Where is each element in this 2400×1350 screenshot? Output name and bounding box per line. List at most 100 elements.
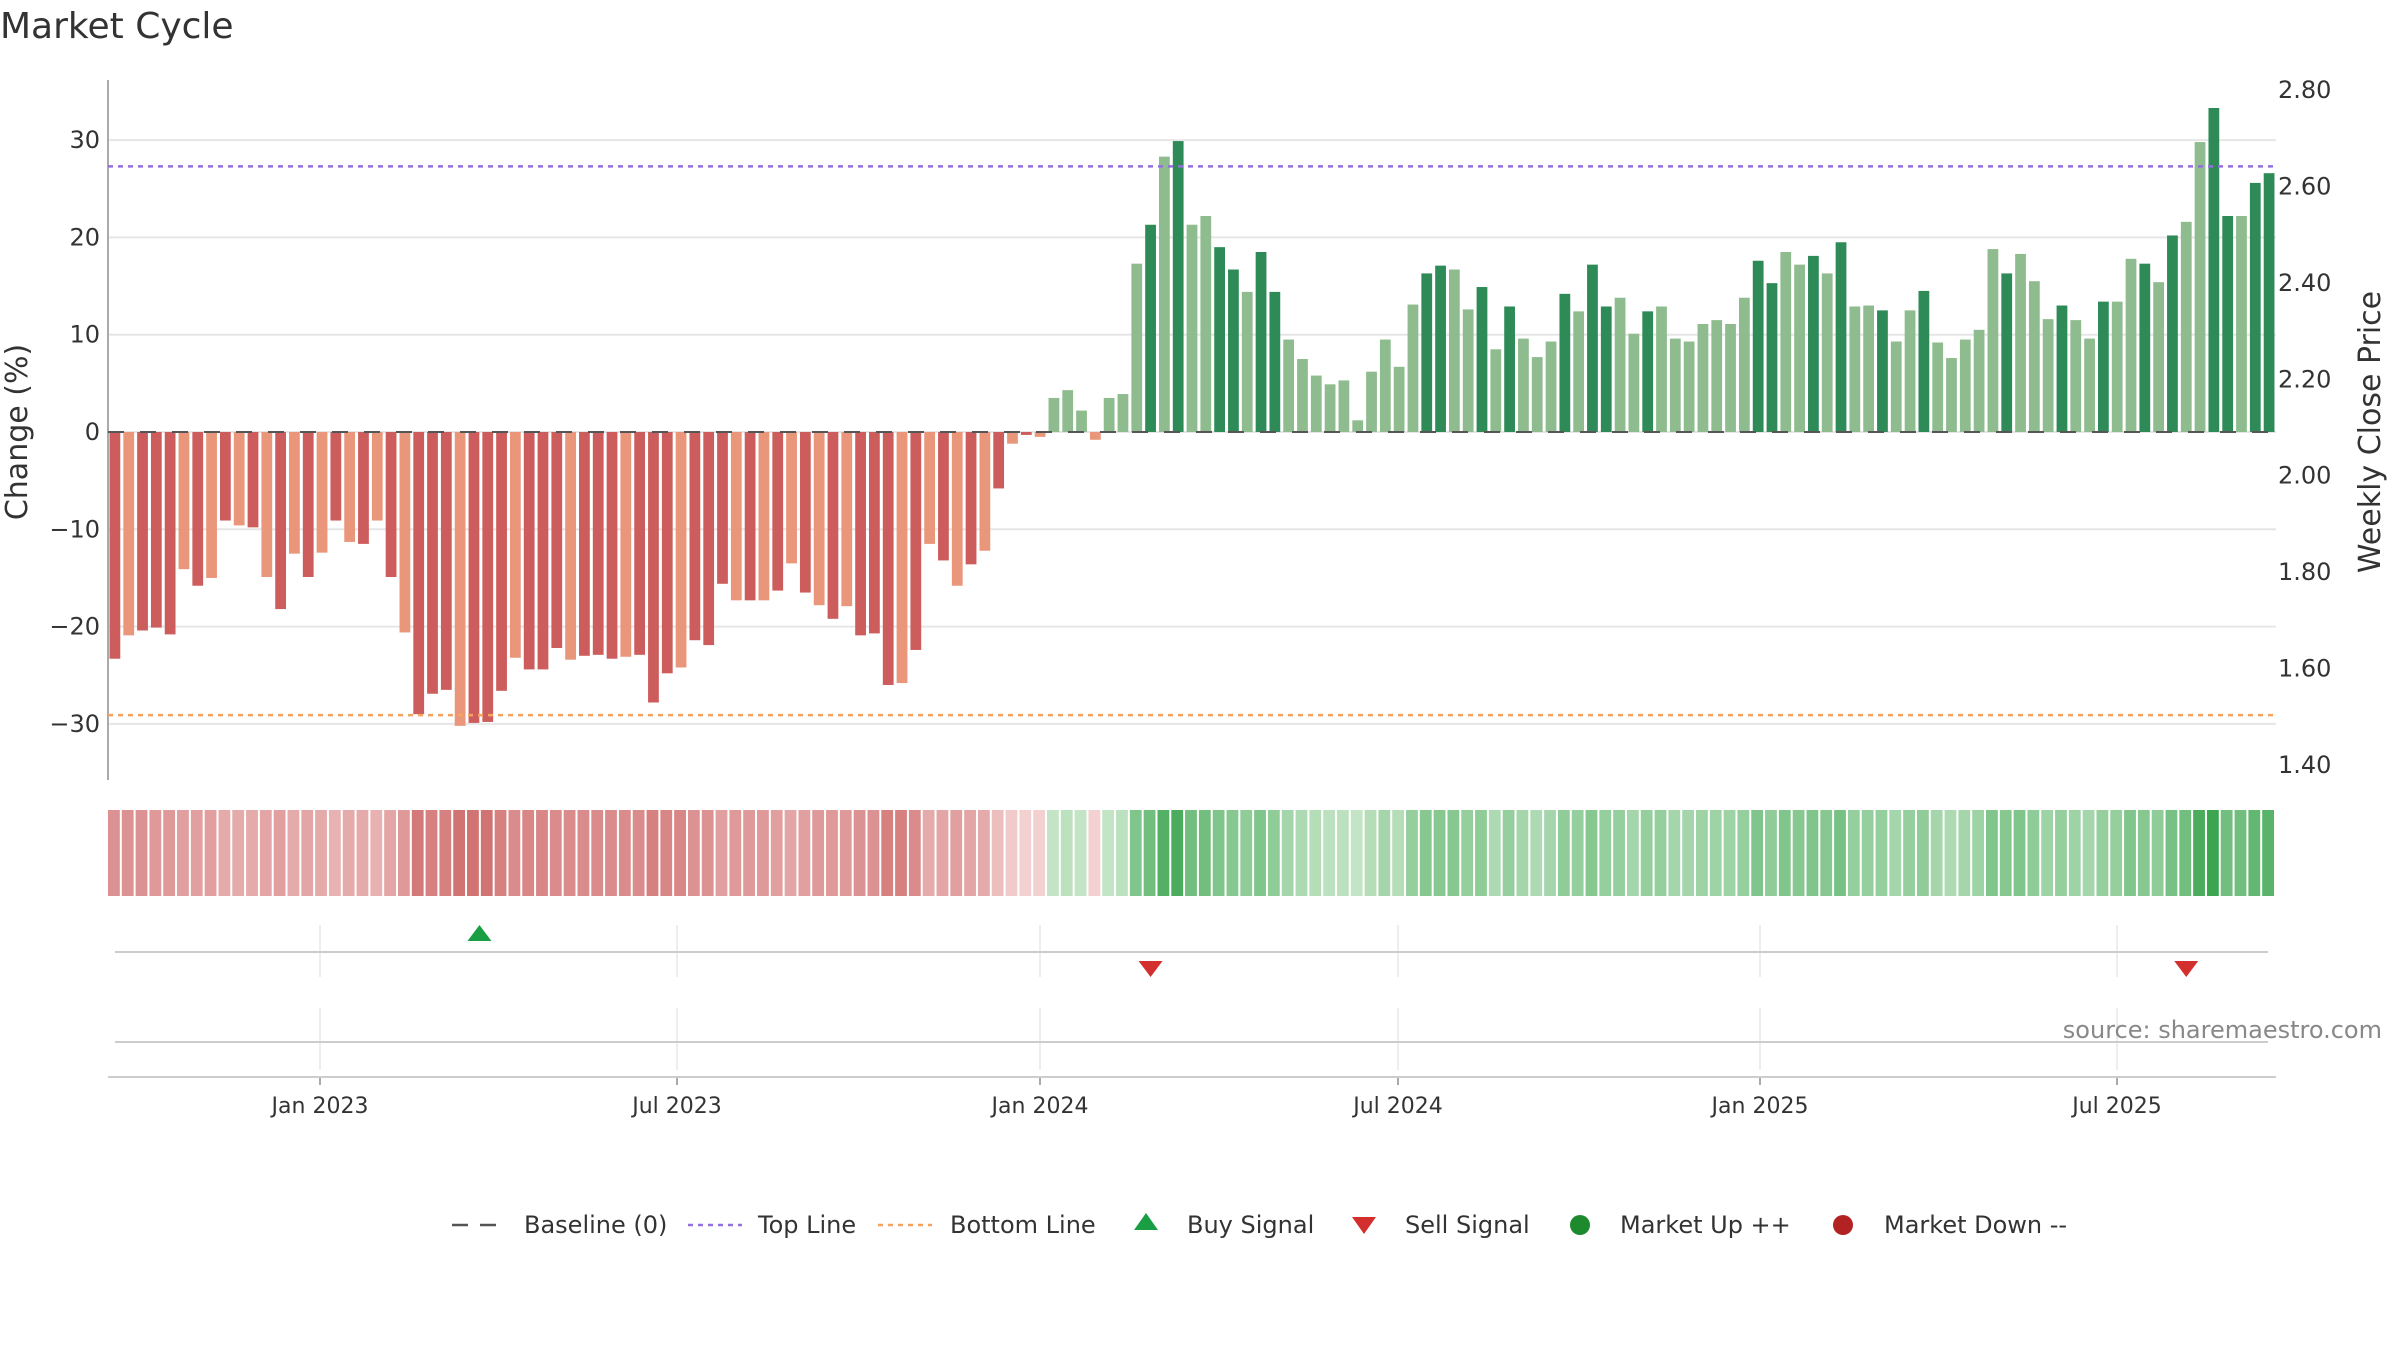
y-tick-label: 30 — [69, 126, 100, 154]
y2-tick-label: 2.80 — [2278, 76, 2331, 104]
heat-cell — [439, 810, 452, 896]
bar — [2180, 221, 2192, 432]
bar — [648, 432, 659, 703]
x-tick-label: Jan 2024 — [990, 1094, 1089, 1119]
heat-cell — [1847, 810, 1860, 896]
heat-cell — [163, 810, 176, 896]
bar — [827, 432, 839, 619]
heat-cell — [922, 810, 935, 896]
heat-cell — [1654, 810, 1667, 896]
heat-cell — [1033, 810, 1046, 896]
heat-cell — [701, 810, 714, 896]
bar — [1310, 375, 1322, 432]
bar — [1669, 338, 1681, 432]
legend-item: Market Up ++ — [1570, 1211, 1791, 1239]
bar — [965, 432, 977, 565]
bar — [1835, 242, 1847, 432]
sell-signal-marker — [2174, 961, 2199, 977]
y-tick-label: 20 — [69, 223, 100, 251]
bar — [1490, 349, 1502, 432]
bar — [2098, 301, 2109, 432]
heat-cell — [1323, 810, 1335, 896]
heat-cell — [1267, 810, 1280, 896]
legend-item: Bottom Line — [878, 1211, 1096, 1239]
heat-cell — [384, 810, 396, 896]
bar — [1159, 156, 1170, 432]
heat-cell — [1530, 810, 1543, 896]
heat-cell — [149, 810, 162, 896]
heat-cell — [743, 810, 756, 896]
legend-label: Baseline (0) — [524, 1211, 667, 1239]
heat-cell — [798, 810, 811, 896]
heat-cell — [121, 810, 134, 896]
heat-cell — [1212, 810, 1225, 896]
bar — [1794, 264, 1805, 432]
bar — [924, 432, 936, 544]
bar — [178, 432, 190, 570]
heat-cell — [1088, 810, 1101, 896]
heat-cell — [108, 810, 120, 896]
bar — [192, 432, 204, 586]
x-tick-label: Jan 2023 — [270, 1094, 369, 1119]
bar — [2236, 215, 2247, 432]
heat-cell — [1447, 810, 1460, 896]
heat-cell — [2220, 810, 2233, 896]
bar — [1766, 283, 1778, 432]
bar — [1186, 224, 1198, 432]
bar — [1656, 306, 1667, 432]
heat-cell — [715, 810, 728, 896]
heat-cell — [1129, 810, 1142, 896]
bar — [1725, 324, 1736, 432]
heat-cell — [1806, 810, 1819, 896]
heat-cell — [1751, 810, 1764, 896]
bar — [2070, 320, 2082, 432]
heat-cell — [2248, 810, 2261, 896]
bar — [1628, 333, 1640, 432]
heat-cell — [287, 810, 300, 896]
axes: 30 20 10 0 −10 −20 −30 2.80 2.60 2.40 2.20 2.00 1.80… — [49, 76, 2331, 780]
heat-cell — [591, 810, 604, 896]
heat-cell — [1433, 810, 1446, 896]
legend-label: Sell Signal — [1405, 1211, 1530, 1239]
bar — [1393, 366, 1405, 432]
heat-cell — [2055, 810, 2067, 896]
bar — [316, 432, 328, 553]
bar — [979, 432, 991, 551]
bar — [896, 432, 908, 684]
heat-cell — [1171, 810, 1184, 896]
legend-label: Buy Signal — [1187, 1211, 1314, 1239]
heat-cell — [908, 810, 921, 896]
heat-cell — [1737, 810, 1750, 896]
heat-cell — [1309, 810, 1322, 896]
bar — [1808, 255, 1819, 432]
heat-cell — [2165, 810, 2178, 896]
heat-cell — [964, 810, 976, 896]
bar — [1738, 297, 1750, 432]
bar — [123, 432, 135, 636]
heat-cell — [1143, 810, 1156, 896]
bar — [938, 432, 949, 561]
bar — [1946, 358, 1957, 432]
heat-cell — [2151, 810, 2164, 896]
bar — [1642, 311, 1654, 432]
legend-item: Sell Signal — [1352, 1211, 1530, 1239]
x-tick-label: Jul 2025 — [2070, 1094, 2162, 1119]
bar — [1697, 324, 1709, 432]
legend-item: Top Line — [688, 1211, 856, 1239]
bar — [730, 432, 742, 601]
bar — [592, 432, 604, 655]
bar — [813, 432, 825, 606]
bar — [509, 432, 521, 658]
heat-cell — [1116, 810, 1128, 896]
heat-cell — [1254, 810, 1266, 896]
bar — [1352, 420, 1364, 432]
bar — [219, 432, 231, 521]
heat-cell — [1668, 810, 1681, 896]
bar — [2056, 305, 2068, 432]
bar — [399, 432, 411, 633]
heat-cell — [687, 810, 700, 896]
heat-cell — [370, 810, 383, 896]
heat-cell — [577, 810, 590, 896]
heat-cell — [342, 810, 355, 896]
heat-cell — [1930, 810, 1943, 896]
